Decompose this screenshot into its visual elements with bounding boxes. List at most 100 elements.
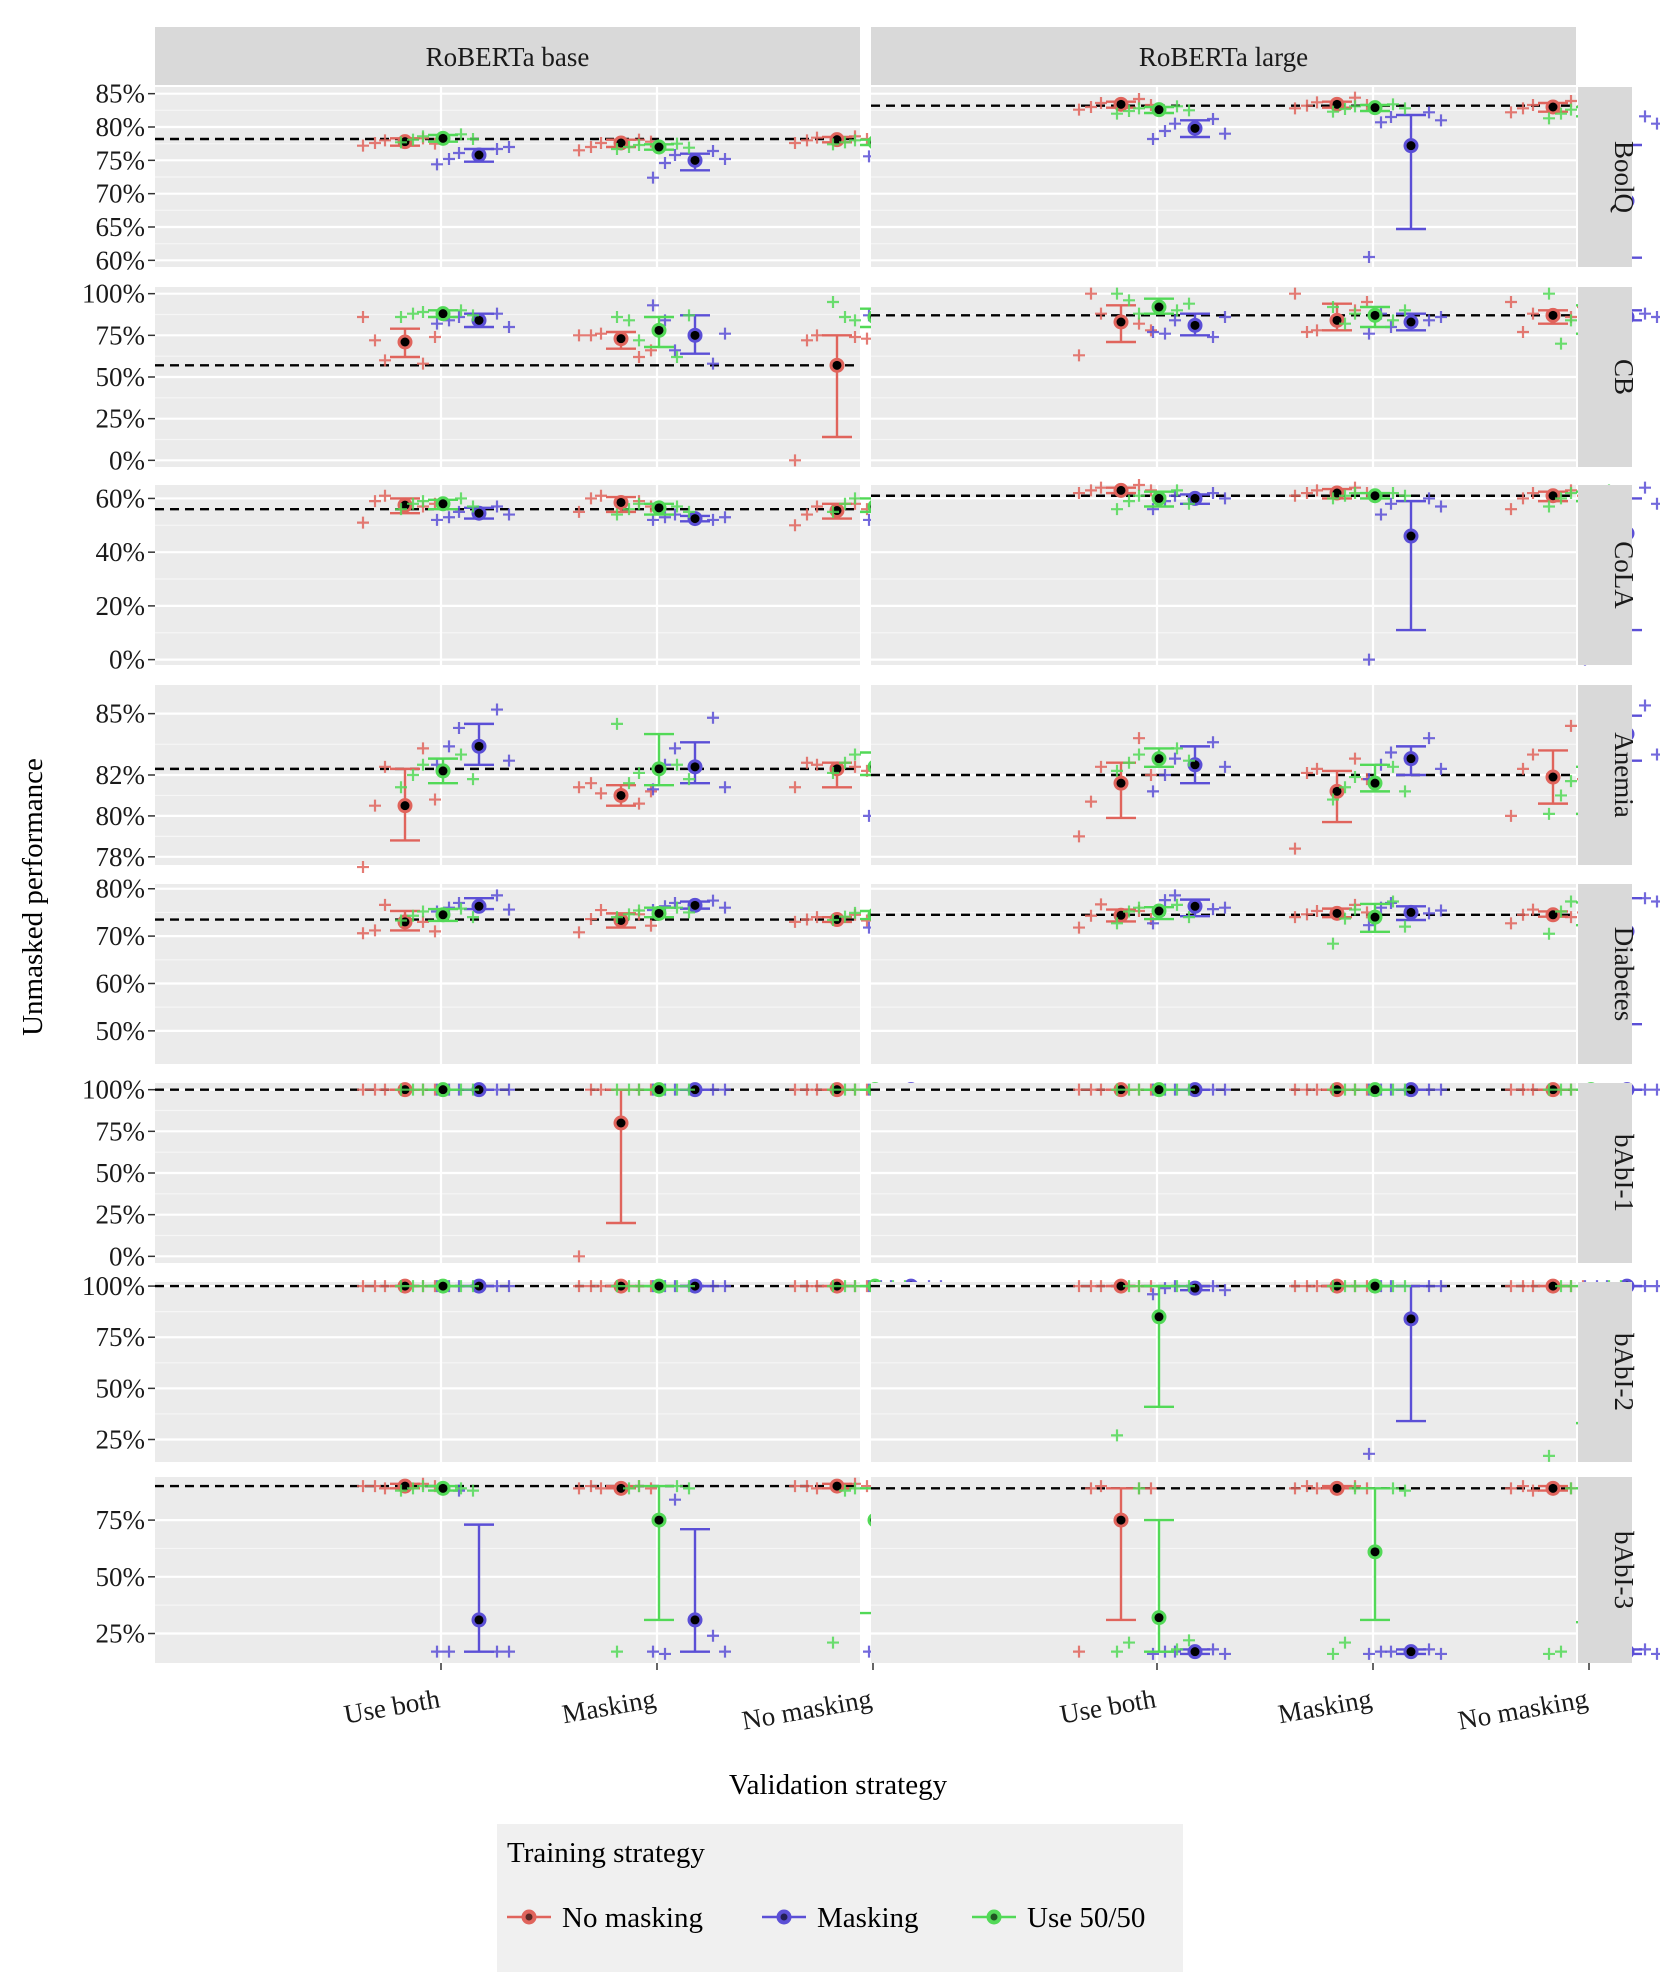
seed-point (1111, 917, 1123, 930)
mean-point (1116, 485, 1126, 495)
x-tick-label: No masking (1456, 1683, 1590, 1735)
seed-point (503, 754, 515, 767)
seed-point (1505, 296, 1517, 308)
seed-point (1327, 793, 1339, 806)
seed-point (1339, 103, 1351, 115)
mean-point (654, 503, 664, 513)
seed-point (1349, 307, 1361, 320)
mean-point (690, 762, 700, 772)
facet-panel (155, 884, 947, 1064)
seed-point (827, 766, 839, 779)
mean-point (832, 360, 842, 370)
seed-point (719, 901, 731, 914)
y-tick-label: 80% (96, 801, 146, 831)
seed-point (1435, 762, 1447, 775)
mean-point (1370, 491, 1380, 501)
seed-point (1289, 911, 1301, 924)
seed-point (1505, 106, 1517, 119)
mean-point (1370, 103, 1380, 113)
panels-layer (155, 87, 1660, 1663)
y-tick-label: 50% (96, 1562, 146, 1592)
facet-panel (871, 884, 1660, 1064)
y-tick-label: 80% (96, 112, 146, 142)
seed-point (1159, 1282, 1171, 1295)
seed-point (417, 1280, 429, 1293)
seed-point (1327, 1280, 1339, 1293)
y-tick-label: 70% (96, 921, 146, 951)
seed-point (1183, 754, 1195, 767)
seed-point (623, 141, 635, 153)
seed-point (633, 1480, 645, 1493)
seed-point (1651, 1647, 1660, 1660)
seed-point (1289, 1083, 1301, 1096)
seed-point (573, 329, 585, 342)
seed-point (573, 781, 585, 794)
seed-point (811, 329, 823, 342)
row-strip (1578, 1477, 1632, 1663)
seed-point (633, 351, 645, 363)
seed-point (1145, 484, 1157, 497)
facet-panel (871, 685, 1660, 865)
seed-point (1651, 311, 1660, 323)
seed-point (467, 1484, 479, 1497)
seed-point (503, 508, 515, 521)
mean-point (690, 900, 700, 910)
seed-point (1651, 497, 1660, 510)
seed-point (379, 1083, 391, 1096)
row-strip (1578, 685, 1632, 865)
seed-point (1339, 781, 1351, 794)
seed-point (1133, 307, 1145, 320)
seed-point (1385, 746, 1397, 759)
seed-point (379, 134, 391, 147)
seed-point (585, 329, 597, 342)
seed-point (1423, 492, 1435, 505)
seed-point (789, 454, 801, 467)
mean-point (654, 325, 664, 335)
mean-point (1154, 302, 1164, 312)
seed-point (1543, 112, 1555, 125)
seed-point (467, 1083, 479, 1096)
seed-point (395, 136, 407, 149)
mean-point (1332, 99, 1342, 109)
strips-layer: RoBERTa base RoBERTa large BoolQ CB CoLA Anem… (155, 27, 1639, 1663)
seed-point (467, 500, 479, 513)
seed-point (647, 171, 659, 184)
mean-point (690, 514, 700, 524)
panel-background (871, 884, 1576, 1064)
row-strip-label: Anemia (1609, 732, 1639, 817)
seed-point (611, 911, 623, 924)
facet-panel (871, 1082, 1660, 1263)
seed-point (1385, 497, 1397, 510)
seed-point (1145, 324, 1157, 337)
seed-point (1147, 133, 1159, 145)
seed-point (1375, 116, 1387, 129)
seed-point (849, 906, 861, 919)
seed-point (1517, 102, 1529, 115)
seed-point (1555, 905, 1567, 918)
mean-point (474, 508, 484, 518)
facet-panel (155, 1477, 947, 1663)
seed-point (1123, 905, 1135, 918)
row-strip (1578, 485, 1632, 665)
seed-point (1123, 105, 1135, 117)
legend-title: Training strategy (507, 1837, 705, 1869)
seed-point (1311, 762, 1323, 775)
x-tick-label: Use both (1058, 1683, 1159, 1729)
panel-background (155, 1477, 860, 1663)
seed-point (1527, 1484, 1539, 1497)
mean-point (438, 766, 448, 776)
y-tick-label: 25% (96, 1200, 146, 1230)
seed-point (1565, 1482, 1577, 1495)
y-tick-label: 60% (96, 968, 146, 998)
mean-point (1154, 1613, 1164, 1623)
y-tick-label: 25% (96, 1619, 146, 1649)
seed-point (1435, 1280, 1447, 1293)
seed-point (395, 781, 407, 794)
seed-point (1289, 489, 1301, 502)
seed-point (839, 497, 851, 510)
seed-point (719, 153, 731, 165)
mean-point (1190, 493, 1200, 503)
y-tick-label: 70% (96, 179, 146, 209)
seed-point (1527, 1083, 1539, 1096)
seed-point (395, 914, 407, 927)
